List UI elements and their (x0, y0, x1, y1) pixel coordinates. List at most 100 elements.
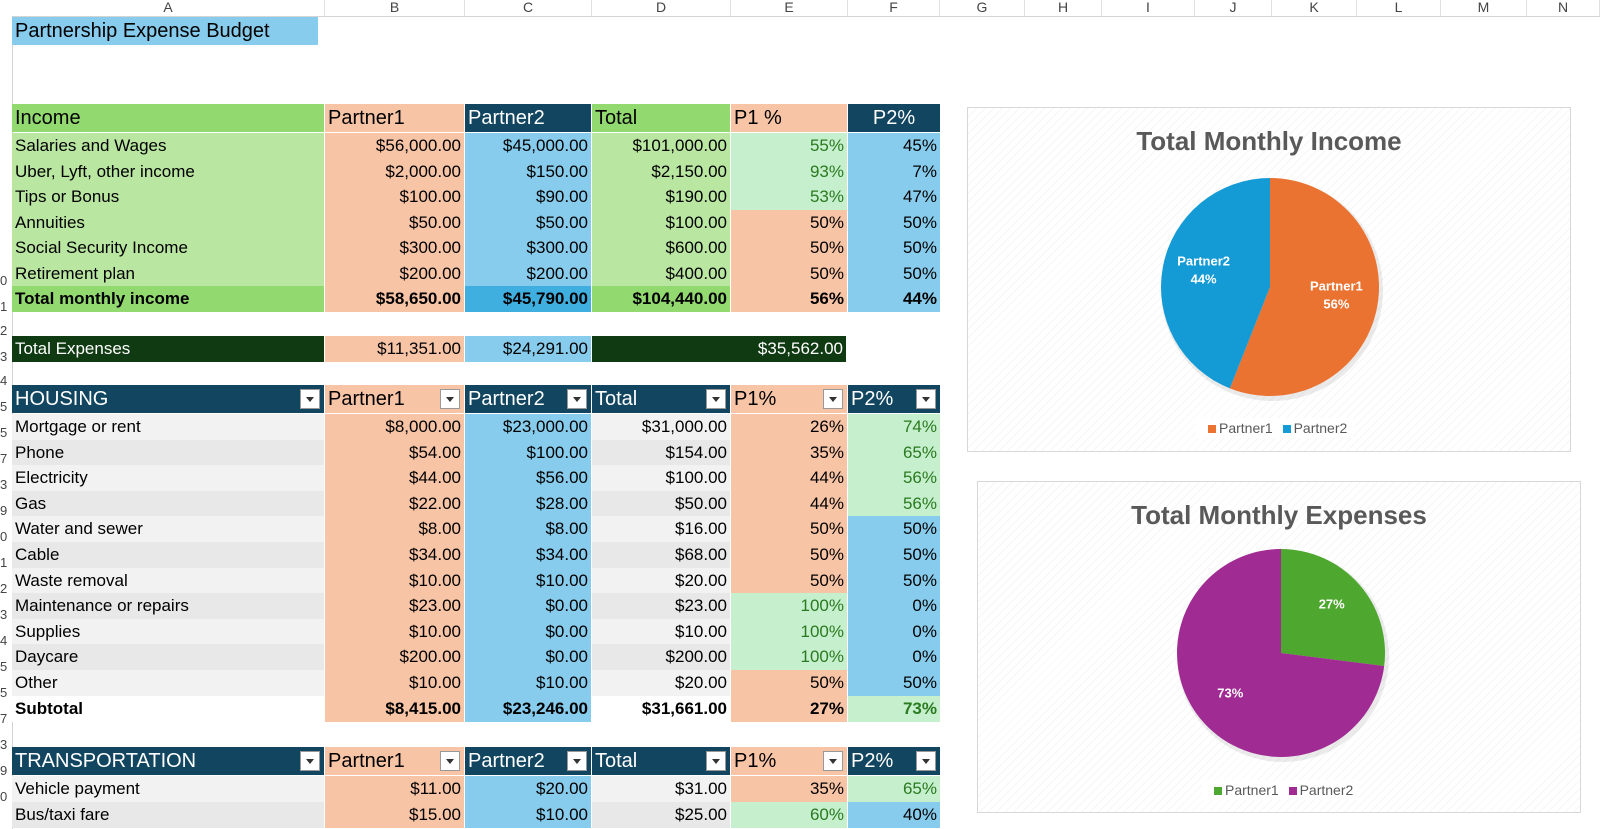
income-header-partner2[interactable]: Partner2 (465, 104, 591, 132)
income-total-label[interactable]: Total monthly income (12, 286, 324, 312)
housing-row-p1-pct[interactable]: 50% (731, 567, 847, 594)
row-header[interactable]: 5 (0, 659, 8, 674)
income-row-partner2[interactable]: $45,000.00 (465, 133, 591, 159)
housing-row-p2-pct[interactable]: 50% (848, 567, 940, 594)
transportation-header-p1-pct[interactable]: P1% (731, 747, 847, 775)
housing-row-p1-pct[interactable]: 50% (731, 542, 847, 568)
income-row-label[interactable]: Social Security Income (12, 235, 324, 262)
row-header[interactable]: 3 (0, 607, 8, 622)
housing-row-partner1[interactable]: $8.00 (325, 516, 464, 543)
income-row-label[interactable]: Uber, Lyft, other income (12, 158, 324, 185)
income-row-p2-pct[interactable]: 7% (848, 158, 940, 185)
housing-subtotal-p2-pct[interactable]: 73% (848, 696, 940, 722)
filter-dropdown-icon[interactable] (823, 751, 843, 771)
housing-row-p2-pct[interactable]: 56% (848, 465, 940, 492)
housing-row-p2-pct[interactable]: 74% (848, 414, 940, 440)
housing-header-partner1[interactable]: Partner1 (325, 385, 464, 413)
filter-dropdown-icon[interactable] (300, 751, 320, 771)
income-row-total[interactable]: $400.00 (592, 261, 730, 287)
housing-row-partner2[interactable]: $100.00 (465, 439, 591, 466)
housing-row-p1-pct[interactable]: 100% (731, 593, 847, 620)
filter-dropdown-icon[interactable] (567, 389, 587, 409)
income-row-label[interactable]: Retirement plan (12, 261, 324, 287)
housing-row-total[interactable]: $20.00 (592, 670, 730, 696)
housing-row-total[interactable]: $31,000.00 (592, 414, 730, 440)
housing-row-label[interactable]: Water and sewer (12, 516, 324, 543)
transportation-row-label[interactable]: Bus/taxi fare (12, 801, 324, 828)
column-header-g[interactable]: G (940, 0, 1025, 16)
housing-subtotal-total[interactable]: $31,661.00 (592, 696, 730, 722)
housing-row-label[interactable]: Phone (12, 439, 324, 466)
income-row-partner1[interactable]: $200.00 (325, 261, 464, 287)
transportation-header-total[interactable]: Total (592, 747, 730, 775)
column-header-k[interactable]: K (1272, 0, 1357, 16)
housing-row-partner2[interactable]: $56.00 (465, 465, 591, 492)
housing-subtotal-partner2[interactable]: $23,246.00 (465, 696, 591, 722)
income-total-p1-pct[interactable]: 56% (731, 286, 847, 312)
income-total-total[interactable]: $104,440.00 (592, 286, 730, 312)
row-header[interactable]: 5 (0, 425, 8, 440)
row-header[interactable]: 3 (0, 477, 8, 492)
income-row-partner2[interactable]: $50.00 (465, 209, 591, 236)
housing-row-total[interactable]: $23.00 (592, 593, 730, 620)
row-header[interactable]: 1 (0, 299, 8, 314)
total-expenses-partner1[interactable]: $11,351.00 (325, 336, 464, 362)
housing-row-total[interactable]: $68.00 (592, 542, 730, 568)
income-row-total[interactable]: $101,000.00 (592, 133, 730, 159)
income-total-partner2[interactable]: $45,790.00 (465, 286, 591, 312)
row-header[interactable]: 9 (0, 763, 8, 778)
transportation-row-partner1[interactable]: $15.00 (325, 801, 464, 828)
housing-row-partner1[interactable]: $22.00 (325, 490, 464, 517)
income-row-p1-pct[interactable]: 55% (731, 133, 847, 159)
housing-row-partner1[interactable]: $10.00 (325, 670, 464, 696)
income-row-p2-pct[interactable]: 45% (848, 133, 940, 159)
income-chart[interactable]: Total Monthly Income Partner1 56% Partner2… (967, 107, 1571, 452)
column-header-i[interactable]: I (1102, 0, 1195, 16)
income-row-p2-pct[interactable]: 50% (848, 209, 940, 236)
housing-row-total[interactable]: $20.00 (592, 567, 730, 594)
income-row-p1-pct[interactable]: 50% (731, 209, 847, 236)
housing-row-p1-pct[interactable]: 100% (731, 644, 847, 671)
housing-row-total[interactable]: $10.00 (592, 618, 730, 645)
housing-subtotal-label[interactable]: Subtotal (12, 696, 324, 722)
income-header-label[interactable]: Income (12, 104, 324, 132)
housing-row-partner2[interactable]: $34.00 (465, 542, 591, 568)
income-row-total[interactable]: $100.00 (592, 209, 730, 236)
housing-row-label[interactable]: Waste removal (12, 567, 324, 594)
income-row-p1-pct[interactable]: 50% (731, 235, 847, 262)
column-header-f[interactable]: F (848, 0, 940, 16)
income-row-partner2[interactable]: $90.00 (465, 184, 591, 211)
housing-subtotal-p1-pct[interactable]: 27% (731, 696, 847, 722)
income-row-partner2[interactable]: $300.00 (465, 235, 591, 262)
transportation-header-partner2[interactable]: Partner2 (465, 747, 591, 775)
income-row-p1-pct[interactable]: 93% (731, 158, 847, 185)
row-header[interactable]: 0 (0, 789, 8, 804)
pie-slice-partner1[interactable] (1229, 178, 1379, 396)
filter-dropdown-icon[interactable] (823, 389, 843, 409)
row-header[interactable]: 4 (0, 633, 8, 648)
transportation-row-p1-pct[interactable]: 35% (731, 776, 847, 802)
income-row-partner1[interactable]: $50.00 (325, 209, 464, 236)
housing-row-p1-pct[interactable]: 26% (731, 414, 847, 440)
housing-row-partner2[interactable]: $0.00 (465, 618, 591, 645)
pie-slice-partner1[interactable] (1281, 549, 1385, 667)
housing-row-total[interactable]: $154.00 (592, 439, 730, 466)
row-header[interactable]: 5 (0, 685, 8, 700)
housing-row-label[interactable]: Electricity (12, 465, 324, 492)
column-header-a[interactable]: A (12, 0, 325, 16)
housing-row-p1-pct[interactable]: 44% (731, 490, 847, 517)
housing-row-label[interactable]: Maintenance or repairs (12, 593, 324, 620)
column-header-j[interactable]: J (1195, 0, 1272, 16)
housing-row-p1-pct[interactable]: 100% (731, 618, 847, 645)
housing-row-label[interactable]: Daycare (12, 644, 324, 671)
column-header-h[interactable]: H (1025, 0, 1102, 16)
income-header-total[interactable]: Total (592, 104, 730, 132)
income-row-p2-pct[interactable]: 50% (848, 261, 940, 287)
housing-row-p2-pct[interactable]: 0% (848, 644, 940, 671)
income-row-p2-pct[interactable]: 50% (848, 235, 940, 262)
column-header-l[interactable]: L (1357, 0, 1441, 16)
row-header[interactable]: 4 (0, 373, 8, 388)
income-row-p1-pct[interactable]: 53% (731, 184, 847, 211)
housing-row-p1-pct[interactable]: 50% (731, 670, 847, 696)
transportation-header-partner1[interactable]: Partner1 (325, 747, 464, 775)
